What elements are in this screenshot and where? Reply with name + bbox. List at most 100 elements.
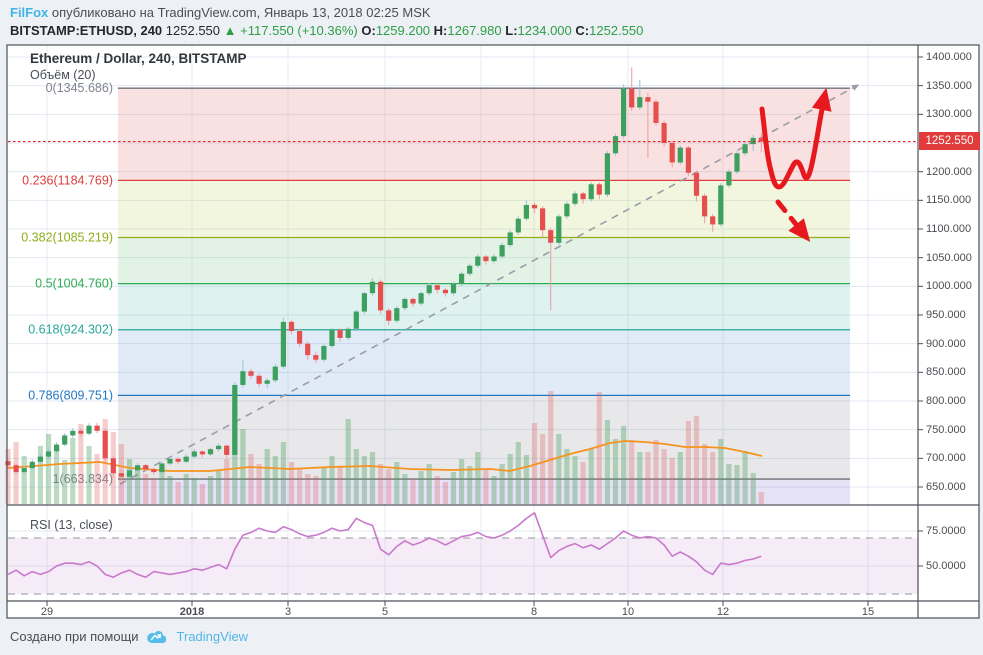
candle [13,465,19,473]
time-axis-label-10: 10 [621,606,635,618]
fib-label-0.236: 0.236(1184.769) [22,173,113,187]
volume-bar [702,444,708,504]
candle [216,445,222,450]
price-axis-label-1150: 1150.000 [926,194,972,207]
volume-bar [442,482,448,504]
candle [645,97,651,102]
volume-bar [183,474,189,504]
volume-bar [450,472,457,504]
tradingview-brand-link[interactable]: TradingView [176,629,249,644]
fib-label-0.786: 0.786(809.751) [28,388,113,402]
rsi-indicator-label[interactable]: RSI (13, close) [30,518,113,532]
last-price: 1252.550 [165,23,221,38]
time-axis-label-12: 12 [716,606,730,618]
volume-bar [264,449,270,504]
volume-bar [369,452,376,504]
up-arrow-icon: ▲ [223,23,237,38]
candle [475,256,481,266]
candle [410,298,416,304]
price-axis-label-800: 800.000 [926,394,966,407]
candle [669,142,675,163]
candle [199,451,205,455]
candle [378,281,384,311]
candle [280,321,286,367]
volume-bar [580,462,586,504]
candle [450,284,457,294]
volume-bar [86,446,92,504]
time-axis-label-3: 3 [284,606,292,618]
candle [661,122,667,143]
candle [321,345,327,360]
candle [677,147,683,163]
volume-bar [596,392,602,504]
candle [734,153,740,172]
volume-bar [402,474,408,504]
volume-bar [710,452,716,504]
candle [459,273,465,285]
footer-attribution: Создано при помощи TradingView [10,629,248,644]
forecast-up-arrow [759,87,832,190]
publisher-name[interactable]: FilFox [10,5,49,20]
open-value: 1259.200 [375,23,431,38]
volume-bar [645,452,651,504]
candle [726,171,732,186]
time-axis-label-15: 15 [861,606,875,618]
rsi-line [7,511,762,579]
low-label: L: [505,23,518,38]
candle [612,136,619,154]
volume-bar [240,429,246,504]
volume-bar [248,454,254,504]
price-axis-label-1200: 1200.000 [926,165,972,178]
close-label: C: [575,23,590,38]
volume-bar [758,492,764,504]
candle [78,430,84,434]
candle [548,230,554,243]
volume-bar [288,462,295,504]
volume-bar [175,482,181,504]
volume-bar [588,449,594,504]
fib-label-0.382: 0.382(1085.219) [21,230,113,244]
volume-indicator-label[interactable]: Объём (20) [30,68,96,82]
candle [288,321,295,332]
fibonacci-retracement[interactable]: 0(1345.686) 0.236(1184.769) 0.382(1085.219… [21,81,850,504]
symbol-label[interactable]: BITSTAMP:ETHUSD, 240 [10,23,163,38]
volume-bar [126,459,133,504]
candle [386,310,392,321]
fib-label-0.5: 0.5(1004.760) [35,277,113,291]
price-axis-label-850: 850.000 [926,366,966,379]
candle [29,461,35,469]
candle [621,88,627,137]
current-price-badge: 1252.550 [919,132,980,150]
volume-bar [734,465,740,504]
volume-bar [151,478,157,504]
candle [556,216,562,243]
volume-bar [329,456,335,504]
volume-bar [410,479,416,504]
fib-trendline[interactable] [119,84,860,485]
candle [418,293,424,304]
volume-bar [62,460,68,504]
candle [637,97,643,108]
volume-bar [297,469,303,504]
volume-bar [386,469,392,504]
candle [685,147,691,173]
candle [718,185,724,225]
volume-bar [45,434,52,504]
price-axis-label-1300: 1300.000 [926,108,972,121]
hand-drawn-forecast-annotation[interactable] [759,87,832,242]
candle [305,343,311,356]
volume-bar [378,464,384,504]
volume-bar [669,458,675,504]
candle [426,285,432,294]
candle [588,184,594,200]
candle [369,281,376,294]
volume-bar [159,470,165,504]
candle [515,218,521,233]
volume-bar [515,442,521,504]
volume-bar [693,416,700,504]
tradingview-logo-icon[interactable] [146,629,169,644]
rsi-axis-label-50: 50.0000 [926,560,966,572]
candle [45,451,52,457]
candle [337,329,343,338]
